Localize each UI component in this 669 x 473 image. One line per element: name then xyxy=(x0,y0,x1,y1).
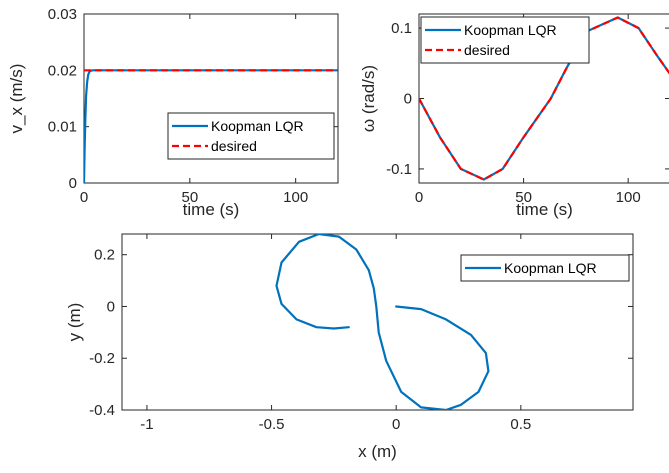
x-tick-label: 0.5 xyxy=(510,416,531,433)
y-tick-label: -0.4 xyxy=(89,402,115,419)
legend-entry: desired xyxy=(464,42,510,58)
y-tick-label: 0 xyxy=(404,91,412,108)
x-tick-label: 50 xyxy=(181,189,198,206)
x-tick-label: 100 xyxy=(283,189,308,206)
series-line-koopman-lqr xyxy=(275,234,490,410)
x-axis-label: time (s) xyxy=(516,200,573,219)
legend-entry: Koopman LQR xyxy=(464,22,557,38)
y-tick-label: 0 xyxy=(107,298,115,315)
y-tick-label: 0 xyxy=(69,175,77,192)
legend-box xyxy=(420,16,590,64)
x-tick-label: -1 xyxy=(140,416,153,433)
chart-3: -1 -0.5 0 0.5 -0.4 -0.2 0 0.2 x (m) y (m) Koopman … xyxy=(65,233,634,461)
y-tick-label: 0.1 xyxy=(391,20,412,37)
x-tick-label: -0.5 xyxy=(259,416,285,433)
legend-entry: desired xyxy=(211,138,257,154)
y-tick-label: 0.02 xyxy=(48,62,77,79)
x-tick-label: 0 xyxy=(415,189,423,206)
x-tick-label: 0 xyxy=(80,189,88,206)
legend: Koopman LQR desired xyxy=(167,112,335,160)
y-axis-label: ω (rad/s) xyxy=(359,65,378,132)
y-axis-label: y (m) xyxy=(65,303,84,342)
y-tick-label: 0.03 xyxy=(48,6,77,23)
series-line-desired xyxy=(419,16,669,181)
y-tick-label: 0.01 xyxy=(48,119,77,136)
y-tick-label: -0.1 xyxy=(386,161,412,178)
legend: Koopman LQR xyxy=(460,254,630,282)
x-axis-label: time (s) xyxy=(183,200,240,219)
y-tick-label: -0.2 xyxy=(89,350,115,367)
legend-entry: Koopman LQR xyxy=(504,260,597,276)
legend: Koopman LQR desired xyxy=(420,16,590,64)
y-axis-label: v_x (m/s) xyxy=(7,64,26,134)
y-tick-label: 0.2 xyxy=(94,247,115,264)
legend-entry: Koopman LQR xyxy=(211,118,304,134)
x-tick-label: 0 xyxy=(392,416,400,433)
x-axis-label: x (m) xyxy=(358,442,397,461)
x-tick-label: 100 xyxy=(616,189,641,206)
series-line-koopman-lqr xyxy=(84,69,338,183)
x-tick-label: 50 xyxy=(515,189,532,206)
chart-1: 0 50 100 0 0.01 0.02 0.03 time (s) v_x (m/s) Koop… xyxy=(7,6,339,219)
legend-box xyxy=(167,112,335,160)
